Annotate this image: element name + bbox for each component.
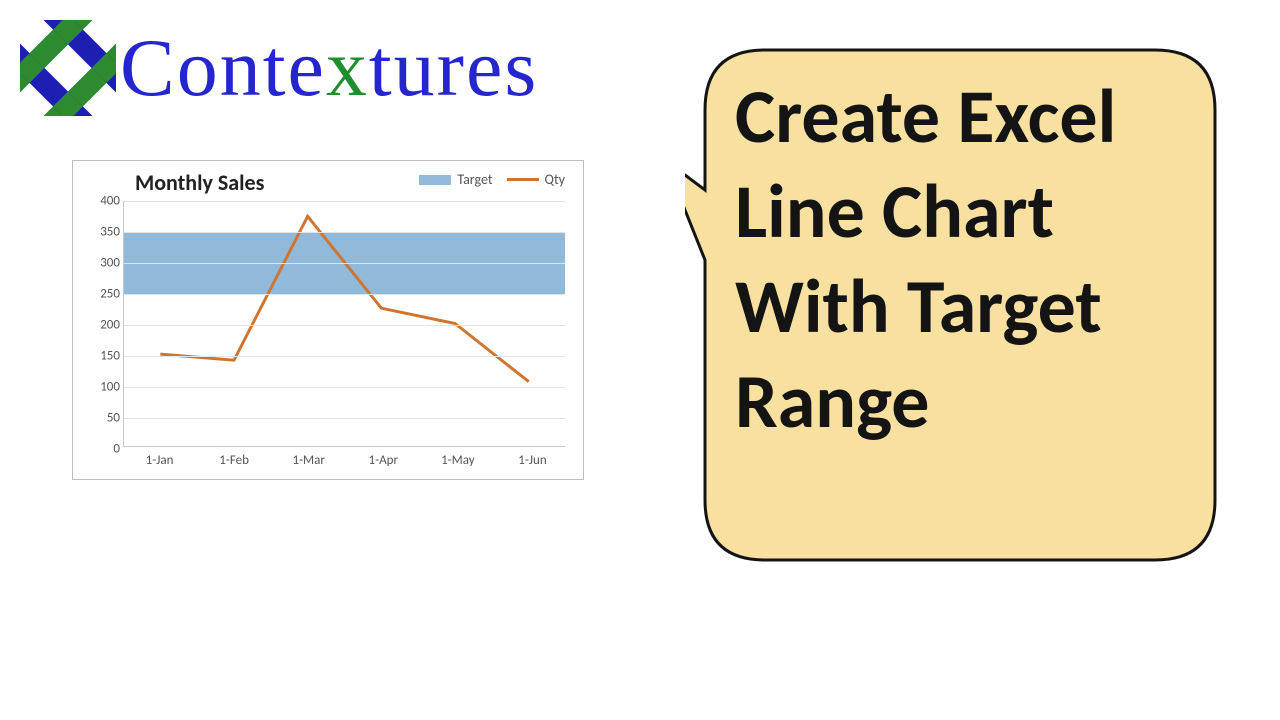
chart-plot-area: 0501001502002503003504001-Jan1-Feb1-Mar1… [123,201,565,447]
y-tick-label: 300 [90,256,120,271]
x-tick-label: 1-Apr [369,453,398,468]
y-tick-label: 200 [90,318,120,333]
qty-line [124,201,565,446]
y-tick-label: 100 [90,380,120,395]
contextures-logo-icon [20,20,116,116]
y-tick-label: 150 [90,349,120,364]
chart-title: Monthly Sales [135,169,264,196]
x-tick-label: 1-May [441,453,475,468]
x-tick-label: 1-Mar [292,453,324,468]
y-tick-label: 50 [90,411,120,426]
gridline [124,418,565,419]
gridline [124,263,565,264]
gridline [124,356,565,357]
x-tick-label: 1-Feb [219,453,249,468]
gridline [124,201,565,202]
legend-label-target: Target [457,171,492,188]
x-tick-label: 1-Jan [146,453,174,468]
brand-name: Contextures [120,27,538,109]
legend-swatch-target-icon [419,175,451,185]
y-tick-label: 400 [90,194,120,209]
chart-legend: Target Qty [419,171,565,188]
legend-label-qty: Qty [545,171,565,188]
gridline [124,232,565,233]
gridline [124,387,565,388]
x-tick-label: 1-Jun [518,453,546,468]
y-tick-label: 350 [90,225,120,240]
chart-card: Monthly Sales Target Qty 050100150200250… [72,160,584,480]
y-tick-label: 250 [90,287,120,302]
brand: Contextures [20,20,538,116]
legend-item-qty: Qty [507,171,565,188]
y-tick-label: 0 [90,442,120,457]
legend-item-target: Target [419,171,492,188]
gridline [124,294,565,295]
callout-text: Create Excel Line Chart With Target Rang… [735,70,1195,450]
callout: Create Excel Line Chart With Target Rang… [685,40,1225,570]
legend-swatch-qty-icon [507,178,539,181]
gridline [124,325,565,326]
